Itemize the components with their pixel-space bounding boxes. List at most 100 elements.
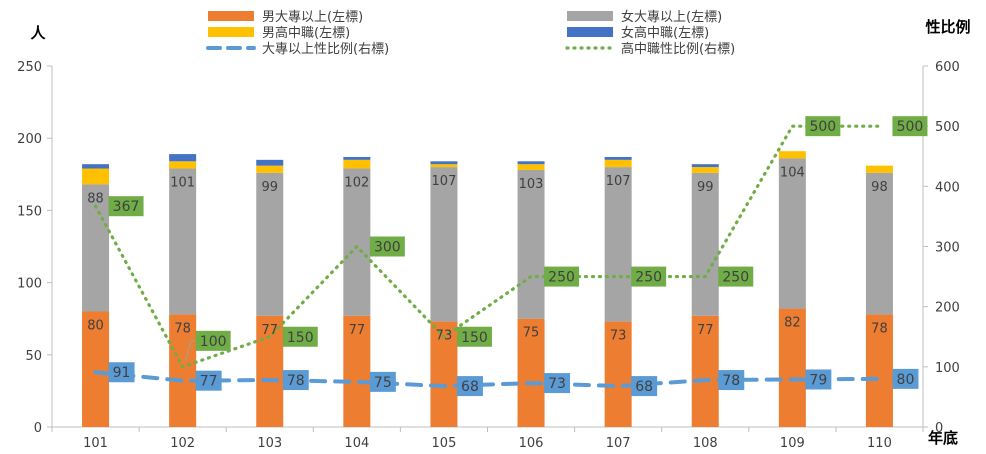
bar-segment-2 <box>430 167 457 322</box>
line-data-label: 79 <box>809 372 827 388</box>
line-data-label: 300 <box>374 240 401 256</box>
legend-swatch <box>208 27 254 37</box>
legend-swatch <box>208 11 254 21</box>
bar-data-label: 99 <box>261 180 278 195</box>
bar-segment-4 <box>518 161 545 164</box>
y-left-tick-label: 50 <box>25 349 42 364</box>
x-tick-label: 103 <box>257 436 282 450</box>
bar-data-label: 101 <box>170 176 195 191</box>
bar-segment-3 <box>343 160 370 169</box>
x-tick-label: 107 <box>606 436 631 450</box>
y-left-tick-label: 200 <box>17 132 42 147</box>
bar-data-label: 73 <box>436 329 453 344</box>
legend-label: 大專以上性比例(右標) <box>262 42 389 57</box>
x-tick-label: 106 <box>519 436 544 450</box>
bar-segment-2 <box>605 167 632 322</box>
bar-segment-3 <box>692 167 719 173</box>
y-left-axis-label: 人 <box>30 24 46 42</box>
x-axis-unit-label: 年底 <box>928 429 958 447</box>
y-right-tick-label: 300 <box>935 241 960 256</box>
legend-label: 女大專以上(左標) <box>621 9 722 25</box>
line-data-label: 77 <box>200 374 218 390</box>
line-data-label: 78 <box>287 373 305 389</box>
y-right-tick-label: 400 <box>935 180 960 195</box>
bar-data-label: 78 <box>174 321 191 336</box>
bar-data-label: 88 <box>87 191 104 206</box>
bar-segment-3 <box>779 151 806 158</box>
y-right-tick-label: 100 <box>935 361 960 376</box>
bar-segment-4 <box>343 157 370 160</box>
line-data-label: 367 <box>113 199 140 215</box>
x-tick-label: 110 <box>867 436 892 450</box>
line-data-label: 100 <box>200 334 227 350</box>
bar-segment-4 <box>430 161 457 164</box>
bar-data-label: 78 <box>871 321 888 336</box>
bar-segment-2 <box>779 158 806 308</box>
bar-data-label: 98 <box>871 180 888 195</box>
bar-segment-2 <box>518 170 545 319</box>
bar-segment-4 <box>256 160 283 166</box>
legend-label: 高中職性比例(右標) <box>621 41 735 57</box>
legend-label: 男大專以上(左標) <box>262 10 363 25</box>
bar-data-label: 107 <box>432 174 457 189</box>
y-left-tick-label: 150 <box>17 204 42 219</box>
y-right-axis-label: 性比例 <box>925 18 970 36</box>
bar-data-label: 107 <box>606 174 631 189</box>
bar-data-label: 73 <box>610 329 627 344</box>
bar-segment-4 <box>169 154 196 161</box>
legend-label: 男高中職(左標) <box>262 25 350 41</box>
legend-label: 女高中職(左標) <box>621 25 709 41</box>
bar-segment-3 <box>866 166 893 173</box>
line-data-label: 73 <box>548 376 566 392</box>
line-data-label: 250 <box>548 270 575 286</box>
bar-data-label: 82 <box>784 316 801 331</box>
bar-segment-2 <box>343 169 370 316</box>
bar-segment-3 <box>605 160 632 167</box>
bar-segment-4 <box>605 157 632 160</box>
y-right-tick-label: 200 <box>935 301 960 316</box>
x-tick-label: 105 <box>432 436 457 450</box>
line-data-label: 75 <box>374 375 392 391</box>
bar-data-label: 77 <box>349 323 366 338</box>
x-tick-label: 101 <box>83 436 108 450</box>
line-data-label: 68 <box>461 379 479 395</box>
bar-data-label: 77 <box>697 323 714 338</box>
line-data-label: 250 <box>635 270 662 286</box>
y-right-tick-label: 500 <box>935 120 960 135</box>
x-tick-label: 108 <box>693 436 718 450</box>
line-data-label: 500 <box>809 119 836 135</box>
bar-data-label: 104 <box>780 165 805 180</box>
x-tick-label: 109 <box>780 436 805 450</box>
line-data-label: 68 <box>635 379 653 395</box>
y-right-tick-label: 600 <box>935 60 960 75</box>
bar-segment-3 <box>430 164 457 167</box>
bar-data-label: 102 <box>344 176 369 191</box>
bar-data-label: 99 <box>697 180 714 195</box>
bar-segment-4 <box>692 164 719 167</box>
x-tick-label: 102 <box>170 436 195 450</box>
line-data-label: 80 <box>897 372 915 388</box>
line-data-label: 150 <box>461 330 488 346</box>
bar-segment-3 <box>518 164 545 170</box>
bar-data-label: 77 <box>261 323 278 338</box>
bar-data-label: 103 <box>519 177 544 192</box>
line-data-label: 250 <box>722 270 749 286</box>
x-tick-label: 104 <box>344 436 369 450</box>
legend-swatch <box>567 11 613 21</box>
line-data-label: 150 <box>287 330 314 346</box>
bar-segment-3 <box>256 166 283 173</box>
bar-data-label: 75 <box>523 326 540 341</box>
legend-swatch <box>567 27 613 37</box>
y-left-tick-label: 0 <box>34 421 42 436</box>
legend-layer: 男大專以上(左標) 女大專以上(左標) 男高中職(左標) 女高中職(左標) 大專以上性比… <box>208 9 735 57</box>
bar-segment-3 <box>169 161 196 168</box>
bar-data-label: 80 <box>87 318 104 333</box>
bar-segment-4 <box>82 164 109 168</box>
bar-segment-3 <box>82 169 109 185</box>
line-data-label: 78 <box>722 373 740 389</box>
y-left-tick-label: 100 <box>17 277 42 292</box>
line-data-label: 91 <box>113 365 131 381</box>
line-data-label: 500 <box>897 119 924 135</box>
